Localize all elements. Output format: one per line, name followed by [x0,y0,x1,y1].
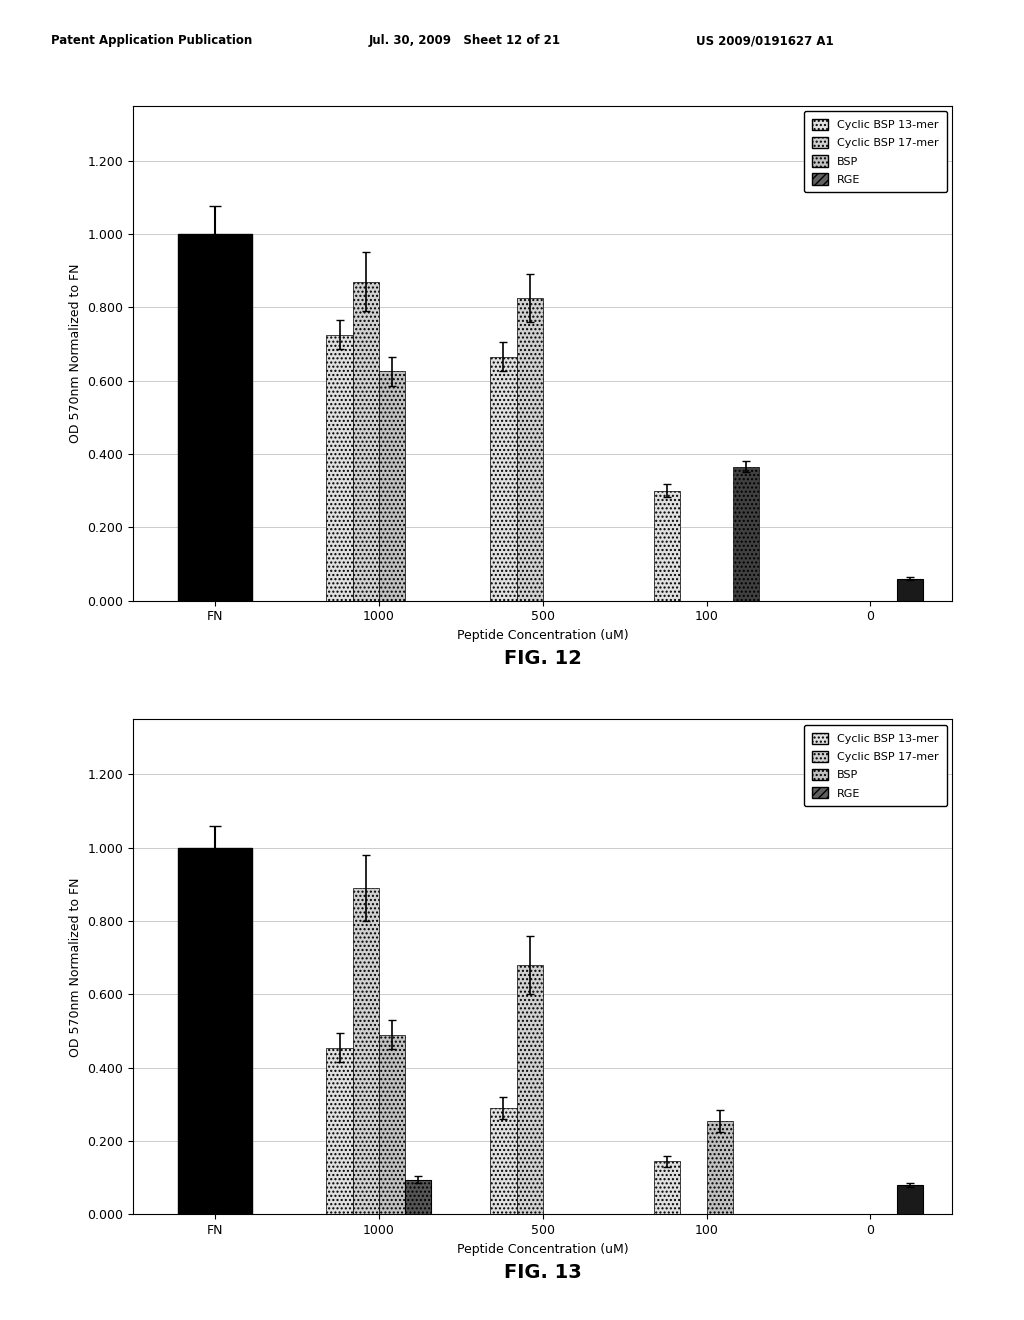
Bar [379,1035,406,1214]
Bar [327,335,352,601]
Bar [516,298,543,601]
Legend: Cyclic BSP 13-mer, Cyclic BSP 17-mer, BSP, RGE: Cyclic BSP 13-mer, Cyclic BSP 17-mer, BS… [804,725,947,807]
Bar [490,1107,516,1214]
Bar [490,356,516,601]
Bar [406,1180,431,1214]
Y-axis label: OD 570nm Normalized to FN: OD 570nm Normalized to FN [69,264,82,442]
Text: Jul. 30, 2009   Sheet 12 of 21: Jul. 30, 2009 Sheet 12 of 21 [369,34,561,48]
Bar [178,847,252,1214]
Bar [707,1121,733,1214]
Text: FIG. 12: FIG. 12 [504,649,582,668]
Bar [379,371,406,601]
Text: Patent Application Publication: Patent Application Publication [51,34,253,48]
Bar [897,578,923,601]
Bar [178,234,252,601]
Bar [352,888,379,1214]
Text: US 2009/0191627 A1: US 2009/0191627 A1 [696,34,834,48]
Bar [654,491,680,601]
Legend: Cyclic BSP 13-mer, Cyclic BSP 17-mer, BSP, RGE: Cyclic BSP 13-mer, Cyclic BSP 17-mer, BS… [804,111,947,193]
Bar [327,1048,352,1214]
Text: FIG. 13: FIG. 13 [504,1263,582,1282]
Bar [897,1185,923,1214]
Bar [733,467,759,601]
Bar [654,1162,680,1214]
X-axis label: Peptide Concentration (uM): Peptide Concentration (uM) [457,628,629,642]
Y-axis label: OD 570nm Normalized to FN: OD 570nm Normalized to FN [69,878,82,1056]
Bar [352,281,379,601]
X-axis label: Peptide Concentration (uM): Peptide Concentration (uM) [457,1242,629,1255]
Bar [516,965,543,1214]
